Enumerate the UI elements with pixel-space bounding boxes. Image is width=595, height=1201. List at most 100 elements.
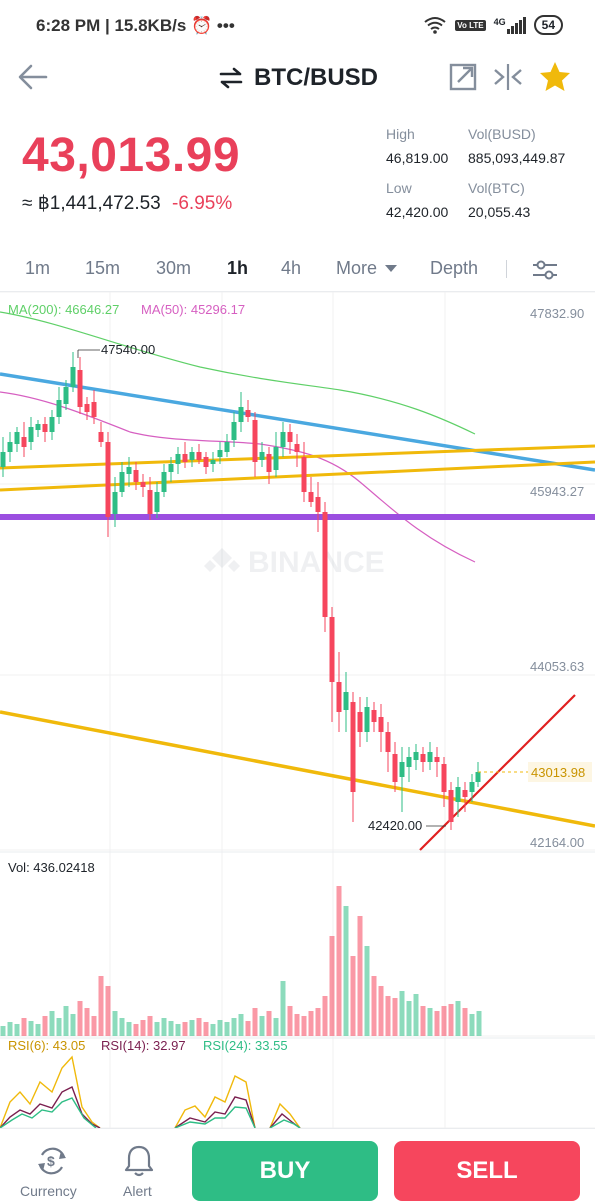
volume-bar	[203, 1022, 209, 1036]
volume-bar	[133, 1024, 139, 1036]
volume-bar	[371, 976, 377, 1036]
volume-bar	[217, 1020, 223, 1036]
candle-body	[357, 712, 363, 732]
volume-bar	[364, 946, 370, 1036]
candle-body	[441, 764, 447, 792]
interval-tabs: 1m 15m 30m 1h 4h More Depth	[0, 250, 595, 290]
compare-icon[interactable]	[492, 62, 524, 92]
candlestick-chart[interactable]: BINANCE 43013.98 47832.90 45943.27 44053…	[0, 292, 595, 1128]
candle-body	[280, 432, 286, 447]
volume-bar	[420, 1006, 426, 1036]
tab-1h[interactable]: 1h	[227, 258, 249, 278]
vol-busd-label: Vol(BUSD)	[468, 126, 536, 142]
tab-15m[interactable]: 15m	[85, 258, 121, 278]
rsi24-line	[0, 1097, 301, 1128]
vol-busd-value: 885,093,449.87	[468, 150, 566, 166]
volume-bar	[399, 991, 405, 1036]
tab-depth[interactable]: Depth	[430, 258, 479, 278]
volume-bar	[280, 981, 286, 1036]
volume-bar	[378, 986, 384, 1036]
bottom-action-bar: $ Currency Alert BUY SELL	[0, 1128, 595, 1201]
tab-more[interactable]: More	[336, 258, 398, 279]
volume-bar	[49, 1011, 55, 1036]
volume-bar	[161, 1018, 167, 1036]
volume-bar	[245, 1021, 251, 1036]
currency-exchange-icon: $	[38, 1147, 66, 1175]
top-bar: BTC/BUSD	[0, 52, 595, 102]
change-percent: -6.95%	[172, 193, 233, 214]
caret-down-icon	[385, 265, 398, 272]
pair-selector[interactable]: BTC/BUSD	[218, 64, 378, 92]
candle-body	[119, 472, 125, 492]
candle-body	[28, 427, 34, 442]
candle-body	[63, 387, 69, 404]
volume-bar	[385, 996, 391, 1036]
candle-body	[196, 452, 202, 460]
candle-body	[462, 790, 468, 797]
candle-body	[434, 757, 440, 762]
currency-label: Currency	[20, 1183, 77, 1199]
battery-indicator: 54	[533, 15, 563, 35]
status-bar: 6:28 PM | 15.8KB/s ⏰ ••• Vo LTE 4G 54	[0, 0, 595, 52]
vol-btc-label: Vol(BTC)	[468, 180, 525, 196]
candle-body	[336, 682, 342, 712]
buy-button[interactable]: BUY	[192, 1141, 378, 1201]
volume-label: Vol: 436.02418	[8, 860, 95, 875]
candle-body	[469, 782, 475, 792]
volume-bar	[63, 1006, 69, 1036]
volume-bar	[273, 1018, 279, 1036]
volume-bar	[252, 1008, 258, 1036]
alert-button[interactable]: Alert	[118, 1139, 164, 1201]
candle-body	[35, 424, 41, 430]
candle-body	[105, 442, 111, 517]
candle-body	[210, 460, 216, 464]
candle-body	[14, 432, 20, 444]
tab-30m[interactable]: 30m	[156, 258, 192, 278]
vol-btc-value: 20,055.43	[468, 204, 531, 220]
tab-1m[interactable]: 1m	[25, 258, 51, 278]
volume-bar	[168, 1021, 174, 1036]
open-external-icon[interactable]	[448, 62, 478, 92]
volume-bar	[112, 1011, 118, 1036]
currency-button[interactable]: $ Currency	[20, 1139, 84, 1201]
volume-bar	[7, 1022, 13, 1036]
volume-bar	[336, 886, 342, 1036]
fiat-price-line: ≈ ฿1,441,472.53 -6.95%	[22, 192, 232, 215]
volume-bar	[231, 1018, 237, 1036]
volume-bar	[413, 994, 419, 1036]
current-price-tag: 43013.98	[531, 765, 585, 780]
candle-body	[322, 512, 328, 617]
favorite-star-icon[interactable]	[538, 60, 572, 94]
volume-bar	[175, 1024, 181, 1036]
volume-bar	[189, 1020, 195, 1036]
volume-bar	[196, 1018, 202, 1036]
candle-body	[245, 410, 251, 417]
candle-body	[126, 467, 132, 474]
back-arrow-icon[interactable]	[16, 62, 50, 92]
volte-badge: Vo LTE	[455, 19, 486, 31]
price-axis-label: 45943.27	[530, 484, 584, 499]
volume-bar	[434, 1011, 440, 1036]
volume-bar	[329, 936, 335, 1036]
volume-bar	[224, 1022, 230, 1036]
candle-body	[70, 367, 76, 387]
candle-body	[49, 417, 55, 432]
sell-button[interactable]: SELL	[394, 1141, 580, 1201]
candle-body	[7, 442, 13, 452]
status-icons: Vo LTE 4G 54	[423, 14, 563, 36]
candle-body	[147, 490, 153, 514]
volume-bar	[42, 1016, 48, 1036]
candle-body	[315, 497, 321, 512]
chart-settings-icon[interactable]	[530, 258, 560, 282]
tab-4h[interactable]: 4h	[281, 258, 302, 278]
rsi6-label: RSI(6): 43.05	[8, 1038, 85, 1053]
wifi-icon	[424, 17, 446, 34]
candle-body	[140, 482, 146, 487]
binance-watermark: BINANCE	[204, 546, 385, 579]
volume-bar	[91, 1016, 97, 1036]
ma200-line	[0, 311, 476, 435]
candle-body	[371, 710, 377, 722]
candle-body	[350, 702, 356, 792]
price-axis-label: 47832.90	[530, 306, 584, 321]
candle-body	[182, 454, 188, 462]
